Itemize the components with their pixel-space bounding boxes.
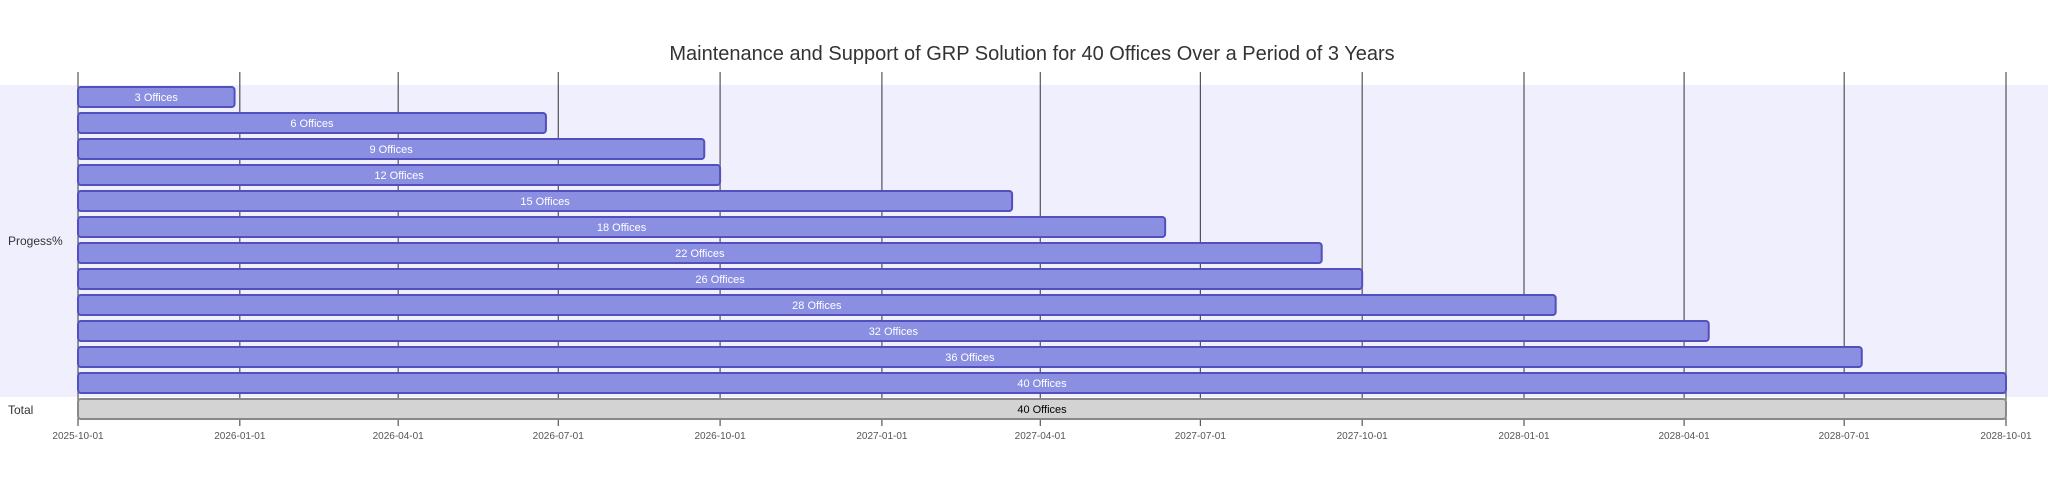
section-bands xyxy=(0,85,2048,397)
tick-label: 2028-10-01 xyxy=(1980,431,2032,442)
tick-label: 2027-01-01 xyxy=(856,431,908,442)
task-label: 32 Offices xyxy=(869,326,919,338)
tick-label: 2027-04-01 xyxy=(1015,431,1067,442)
tick-label: 2025-10-01 xyxy=(52,431,104,442)
task-bar xyxy=(77,242,1323,264)
tick-label: 2027-07-01 xyxy=(1175,431,1227,442)
task-bar xyxy=(77,164,722,186)
task-bar xyxy=(77,346,1863,368)
task-label: 6 Offices xyxy=(290,118,334,130)
tick-label: 2026-07-01 xyxy=(533,431,585,442)
chart-title: Maintenance and Support of GRP Solution … xyxy=(669,43,1394,65)
task-bar xyxy=(77,216,1167,238)
tick-label: 2028-04-01 xyxy=(1659,431,1711,442)
task-label: 22 Offices xyxy=(675,248,725,260)
tick-label: 2026-04-01 xyxy=(373,431,425,442)
section-label: Total xyxy=(8,403,33,417)
task-bar xyxy=(77,320,1710,342)
x-axis-ticks: 2025-10-01 2026-01-01 2026-04-01 2026-07-01… xyxy=(52,431,2032,442)
task-bar xyxy=(77,398,2007,420)
task-bar xyxy=(77,268,1364,290)
task-label: 12 Offices xyxy=(374,170,424,182)
tick-label: 2028-01-01 xyxy=(1498,431,1550,442)
task-bar xyxy=(77,86,236,108)
task-label: 3 Offices xyxy=(135,92,179,104)
task-bar xyxy=(77,138,706,160)
task-label: 40 Offices xyxy=(1017,378,1067,390)
task-bar xyxy=(77,112,547,134)
task-bar xyxy=(77,372,2007,394)
task-label: 15 Offices xyxy=(520,196,570,208)
tick-label: 2028-07-01 xyxy=(1819,431,1871,442)
tick-label: 2026-10-01 xyxy=(695,431,747,442)
task-label: 26 Offices xyxy=(695,274,745,286)
task-label: 9 Offices xyxy=(370,144,414,156)
tick-label: 2027-10-01 xyxy=(1337,431,1389,442)
task-bars: 3 Offices 6 Offices 9 Offices 12 Offices 15 … xyxy=(77,86,2007,420)
tick-label: 2026-01-01 xyxy=(214,431,266,442)
task-label: 18 Offices xyxy=(597,222,647,234)
task-label: 40 Offices xyxy=(1017,404,1067,416)
task-label: 36 Offices xyxy=(945,352,995,364)
task-bar xyxy=(77,294,1557,316)
task-bar xyxy=(77,190,1014,212)
section-label: Progess% xyxy=(8,234,63,248)
task-label: 28 Offices xyxy=(792,300,842,312)
section-band xyxy=(0,85,2048,397)
section-labels: Progess% Total xyxy=(8,234,63,417)
